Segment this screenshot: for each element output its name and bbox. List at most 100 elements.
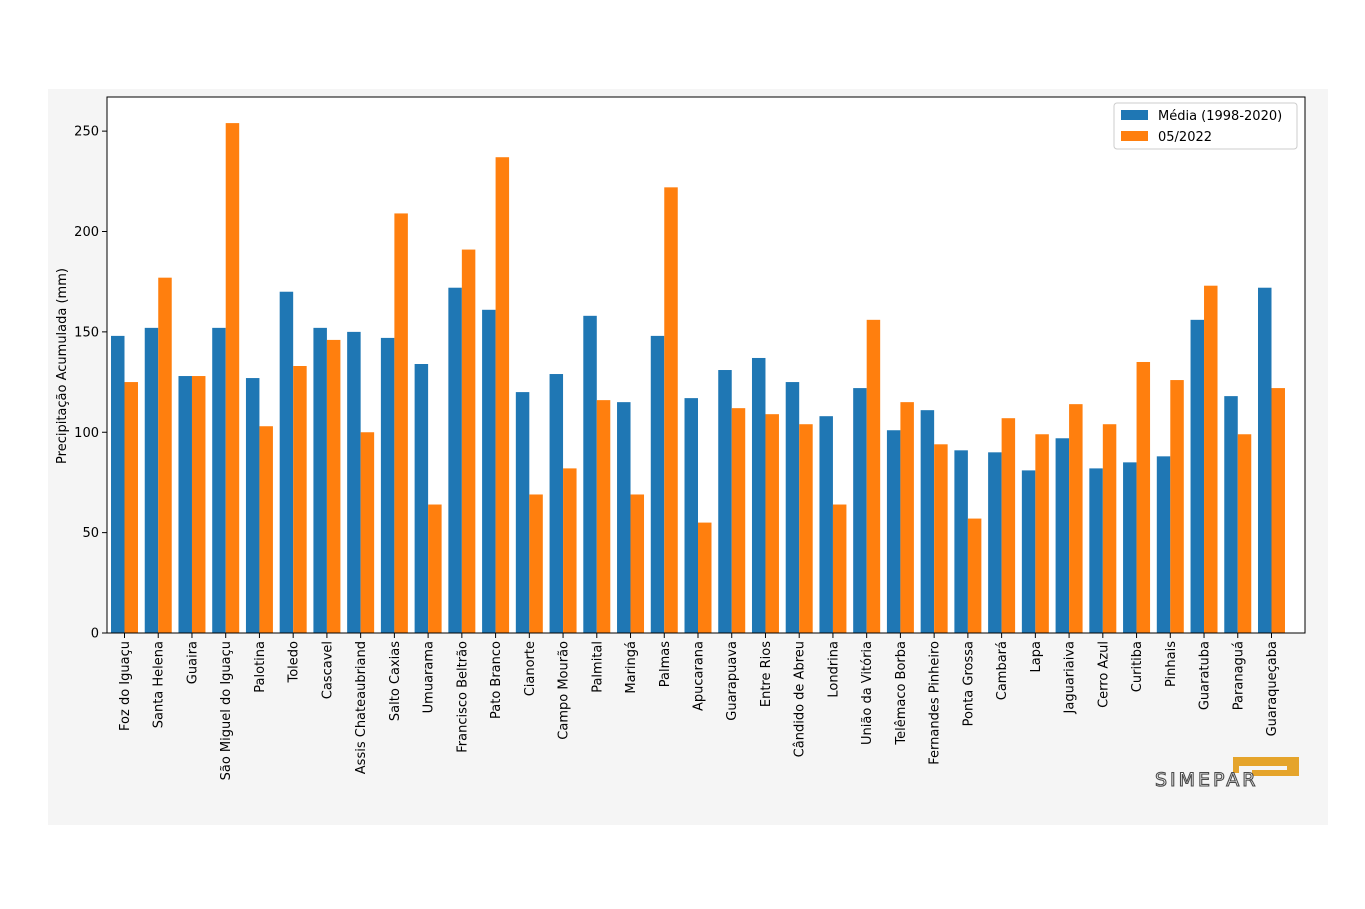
bar-media-26	[988, 452, 1002, 633]
bar-2022-17	[698, 522, 712, 633]
y-axis-title: Precipitação Acumulada (mm)	[55, 268, 70, 464]
simepar-logo: SIMEPAR	[1154, 757, 1299, 792]
x-tick-label: Lapa	[1029, 641, 1044, 672]
bar-media-22	[853, 388, 867, 633]
bar-2022-27	[1035, 434, 1049, 633]
bar-media-4	[245, 378, 260, 633]
y-tick-label: 50	[82, 526, 99, 541]
x-tick-label: Assis Chateaubriand	[354, 641, 369, 774]
bar-2022-18	[731, 408, 746, 633]
x-tick-label: Umuarama	[422, 641, 437, 713]
bar-media-7	[347, 331, 361, 633]
bar-2022-10	[461, 249, 476, 633]
bar-media-27	[1021, 470, 1036, 633]
bar-2022-1	[158, 277, 172, 633]
bar-media-11	[482, 309, 496, 633]
bar-2022-19	[765, 414, 779, 633]
x-tick-label: Campo Mourão	[557, 641, 572, 740]
bar-media-8	[380, 337, 395, 633]
bar-2022-26	[1001, 418, 1016, 633]
bar-2022-31	[1170, 380, 1184, 633]
bars-group	[111, 123, 1285, 633]
bar-media-1	[144, 327, 159, 633]
bar-2022-33	[1237, 434, 1252, 633]
y-tick-label: 250	[74, 125, 99, 140]
legend-label-2022: 05/2022	[1158, 130, 1212, 145]
x-tick-label: Santa Helena	[152, 641, 167, 728]
x-tick-label: Palmital	[590, 641, 605, 693]
legend-box	[1113, 102, 1298, 150]
bar-media-23	[886, 430, 901, 633]
y-axis: 0 50 100 150 200 250	[74, 125, 107, 642]
x-tick-label: Fernandes Pinheiro	[928, 641, 943, 765]
x-tick-label: Curitiba	[1130, 641, 1145, 692]
bar-2022-16	[664, 187, 678, 633]
bar-2022-22	[866, 319, 881, 633]
x-tick-label: Salto Caxias	[388, 641, 403, 721]
bar-media-28	[1055, 438, 1070, 633]
bar-2022-12	[529, 494, 543, 633]
bar-media-5	[279, 291, 294, 633]
x-tick-label: Apucarana	[692, 641, 707, 711]
bar-2022-30	[1136, 361, 1151, 633]
x-tick-label: Cascavel	[320, 641, 335, 699]
plot-frame	[106, 96, 1306, 634]
bar-media-15	[617, 402, 631, 633]
logo-text: SIMEPAR	[1155, 769, 1259, 791]
bar-2022-8	[394, 213, 408, 633]
x-axis: Foz do Iguaçu Santa Helena Guaira São Migue…	[118, 633, 1280, 780]
x-tick-label: Jaguariaiva	[1063, 641, 1078, 714]
legend: Média (1998-2020) 05/2022	[1113, 102, 1298, 150]
bar-media-32	[1190, 319, 1205, 633]
x-tick-label: Guarapuava	[725, 641, 740, 721]
x-tick-label: Cândido de Abreu	[793, 641, 808, 757]
x-tick-label: Cianorte	[523, 641, 538, 696]
bar-media-14	[583, 315, 597, 633]
bar-media-18	[718, 370, 732, 633]
x-tick-label: Palotina	[253, 641, 268, 693]
bar-media-21	[819, 416, 833, 633]
bar-media-0	[111, 335, 125, 633]
bar-2022-20	[799, 424, 813, 633]
x-tick-label: Ponta Grossa	[961, 641, 976, 726]
legend-label-media: Média (1998-2020)	[1158, 109, 1282, 124]
x-tick-label: Cambará	[995, 641, 1010, 700]
x-tick-label: Guaratuba	[1198, 641, 1213, 710]
x-tick-label: Guaira	[185, 641, 200, 684]
bar-media-16	[650, 335, 665, 633]
bar-2022-29	[1102, 424, 1117, 633]
bar-2022-34	[1271, 388, 1285, 633]
x-tick-label: Foz do Iguaçu	[118, 641, 133, 731]
bar-2022-21	[832, 504, 847, 633]
bar-media-9	[414, 364, 429, 633]
x-tick-label: Palmas	[658, 641, 673, 687]
bar-media-30	[1123, 462, 1137, 633]
bar-2022-6	[326, 339, 341, 633]
bar-media-20	[785, 382, 800, 633]
logo-mark	[1233, 757, 1299, 776]
bar-media-33	[1224, 396, 1238, 633]
bar-2022-14	[596, 400, 611, 633]
bar-2022-11	[495, 157, 510, 633]
x-tick-label: Londrina	[826, 641, 841, 698]
x-tick-label: Pinhais	[1164, 641, 1179, 687]
y-tick-label: 0	[91, 627, 99, 642]
bar-2022-4	[259, 426, 273, 633]
bar-2022-25	[967, 518, 982, 633]
bar-media-25	[954, 450, 968, 633]
y-tick-label: 150	[74, 325, 99, 340]
bar-media-31	[1156, 456, 1171, 633]
y-tick-label: 100	[74, 426, 99, 441]
x-tick-label: Maringá	[624, 641, 639, 694]
bar-media-10	[448, 287, 462, 633]
bar-media-34	[1258, 287, 1272, 633]
x-tick-label: Cerro Azul	[1096, 641, 1111, 708]
bar-2022-2	[191, 376, 206, 633]
x-tick-label: União da Vitória	[860, 641, 875, 745]
legend-swatch-2022	[1121, 131, 1148, 141]
bar-media-29	[1089, 468, 1103, 633]
bar-media-17	[684, 398, 698, 633]
bar-2022-5	[293, 366, 307, 633]
bar-media-19	[751, 357, 766, 633]
